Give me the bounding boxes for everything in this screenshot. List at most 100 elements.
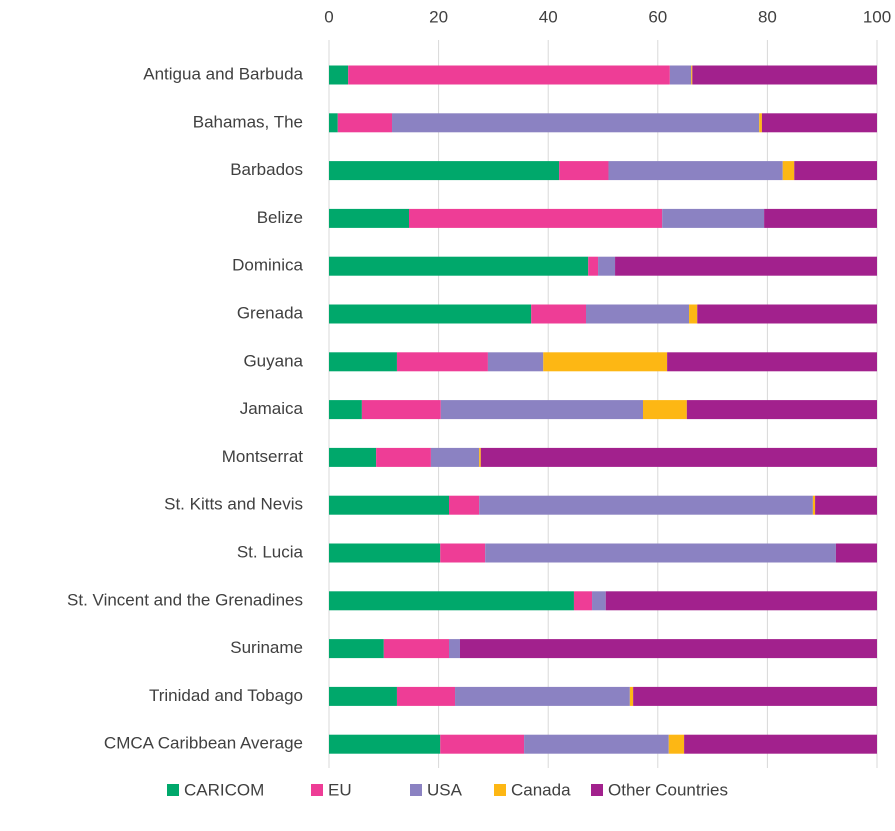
y-tick-label: Dominica (232, 256, 303, 275)
bar-segment (559, 161, 609, 181)
x-tick-label: 20 (429, 7, 448, 26)
bar-segment (524, 734, 669, 754)
bar-segment (430, 447, 480, 467)
bar-segment (449, 639, 460, 659)
y-tick-label: St. Vincent and the Grenadines (67, 590, 303, 609)
bar-segment (598, 256, 616, 276)
bar-segment (668, 734, 685, 754)
bar-segment (376, 447, 431, 467)
y-tick-label: Montserrat (222, 447, 304, 466)
bar-segment (329, 400, 362, 420)
bar-segment (479, 495, 813, 515)
bar-segment (485, 543, 836, 563)
x-tick-label: 40 (539, 7, 558, 26)
bar-segment (396, 352, 488, 372)
y-tick-label: Guyana (243, 351, 303, 370)
y-tick-label: Suriname (230, 638, 303, 657)
y-tick-label: Antigua and Barbuda (143, 64, 303, 83)
legend-swatch (591, 784, 603, 796)
bar-segment (329, 495, 450, 515)
bar-segment (692, 65, 877, 85)
legend-label: USA (427, 780, 463, 799)
y-tick-label: St. Lucia (237, 542, 304, 561)
y-tick-label: Belize (257, 208, 303, 227)
bar-segment (815, 495, 877, 515)
bar-segment (669, 65, 692, 85)
bar-segment (759, 113, 762, 133)
bar-segment (383, 639, 450, 659)
bar-segment (329, 447, 377, 467)
bar-segment (812, 495, 816, 515)
bar-segment (684, 734, 877, 754)
bar-segment (479, 447, 481, 467)
bar-segment (329, 734, 441, 754)
legend-label: CARICOM (184, 780, 264, 799)
bar-segment (531, 304, 587, 324)
y-tick-label: Bahamas, The (193, 112, 303, 131)
bar-segment (586, 304, 690, 324)
bar-segment (835, 543, 877, 563)
x-tick-label: 60 (648, 7, 667, 26)
legend-label: Other Countries (608, 780, 728, 799)
bar-segment (329, 686, 397, 706)
bar-segment (691, 65, 693, 85)
bar-segment (329, 256, 589, 276)
bar-segment (573, 591, 593, 611)
bar-segment (440, 734, 525, 754)
x-tick-label: 100 (863, 7, 891, 26)
bar-segment (329, 591, 574, 611)
y-tick-label: St. Kitts and Nevis (164, 495, 303, 514)
bar-segment (615, 256, 877, 276)
bar-segment (794, 161, 877, 181)
bar-segment (689, 304, 698, 324)
bar-segment (329, 65, 349, 85)
bar-segment (396, 686, 456, 706)
legend-label: Canada (511, 780, 571, 799)
bar-segment (329, 304, 532, 324)
bar-segment (629, 686, 634, 706)
bar-segment (487, 352, 544, 372)
y-tick-label: Jamaica (240, 399, 304, 418)
bar-segment (608, 161, 783, 181)
bar-segment (348, 65, 670, 85)
bar-segment (643, 400, 687, 420)
y-tick-label: Grenada (237, 303, 304, 322)
bar-segment (449, 495, 480, 515)
bar-segment (761, 113, 877, 133)
bar-segment (440, 400, 644, 420)
bar-segment (697, 304, 877, 324)
bar-segment (329, 352, 397, 372)
bar-segment (329, 639, 384, 659)
bar-segment (480, 447, 877, 467)
bar-segment (667, 352, 877, 372)
x-tick-label: 0 (324, 7, 333, 26)
bar-segment (633, 686, 877, 706)
y-tick-label: Barbados (230, 160, 303, 179)
bar-segment (588, 256, 599, 276)
bar-segment (392, 113, 760, 133)
bar-segment (455, 686, 630, 706)
legend-swatch (494, 784, 506, 796)
bar-segment (592, 591, 606, 611)
legend-swatch (410, 784, 422, 796)
bar-segment (440, 543, 486, 563)
bar-segment (329, 543, 441, 563)
bar-segment (337, 113, 393, 133)
legend-label: EU (328, 780, 352, 799)
bar-segment (329, 113, 338, 133)
bar-segment (329, 161, 560, 181)
bar-segment (605, 591, 877, 611)
x-tick-label: 80 (758, 7, 777, 26)
bar-segment (409, 208, 663, 228)
bar-segment (686, 400, 877, 420)
y-tick-label: Trinidad and Tobago (149, 686, 303, 705)
bar-segment (361, 400, 441, 420)
bar-segment (764, 208, 877, 228)
legend-swatch (167, 784, 179, 796)
y-tick-label: CMCA Caribbean Average (104, 734, 303, 753)
bar-segment (459, 639, 877, 659)
bar-segment (329, 208, 410, 228)
bar-segment (543, 352, 668, 372)
bar-segment (782, 161, 795, 181)
